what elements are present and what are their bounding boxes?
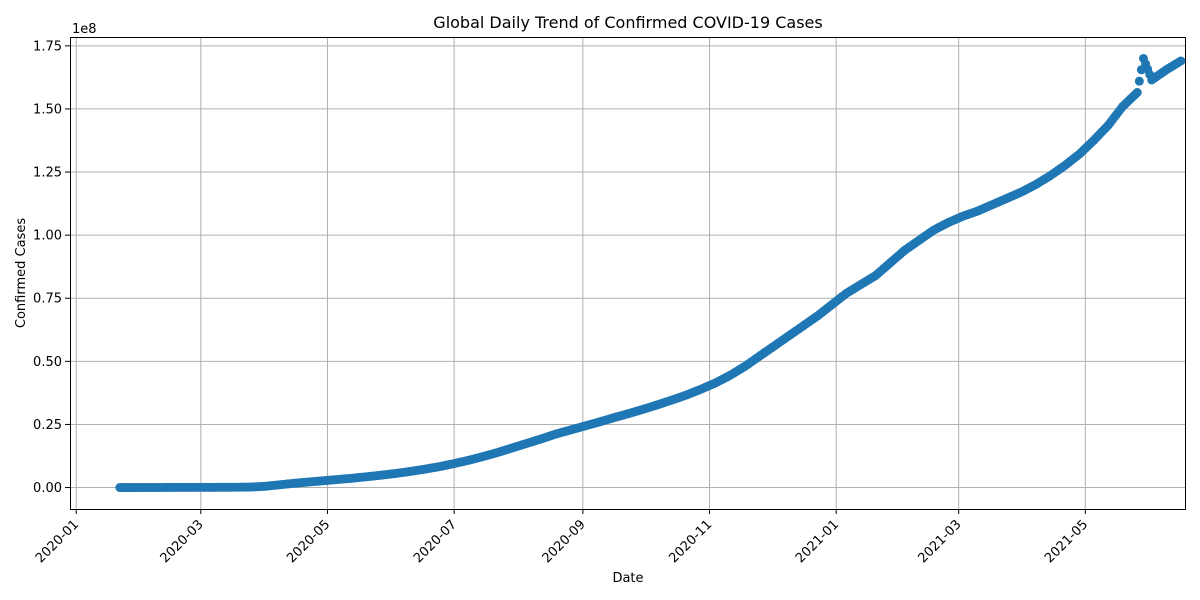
data-point (1176, 56, 1186, 66)
y-axis: 0.00 0.25 0.50 0.75 1.00 1.25 1.50 1.75 (33, 39, 70, 496)
y-tick-label: 1.00 (33, 229, 62, 244)
y-tick-label: 1.25 (33, 166, 62, 181)
y-tick-label: 0.00 (33, 481, 62, 496)
data-point (1134, 76, 1144, 86)
y-tick-label: 0.75 (33, 292, 62, 307)
y-axis-offset-text: 1e8 (72, 22, 97, 37)
y-tick-label: 1.50 (33, 102, 62, 117)
y-tick-label: 0.25 (33, 418, 62, 433)
chart-title: Global Daily Trend of Confirmed COVID-19… (433, 13, 822, 32)
plot-area-frame (70, 37, 1186, 510)
gridlines (70, 37, 1185, 509)
y-tick-label: 0.50 (33, 355, 62, 370)
data-series (115, 53, 1186, 493)
y-tick-label: 1.75 (33, 39, 62, 54)
x-axis-label: Date (612, 571, 643, 586)
data-point (1132, 88, 1142, 98)
y-axis-label: Confirmed Cases (14, 218, 29, 328)
